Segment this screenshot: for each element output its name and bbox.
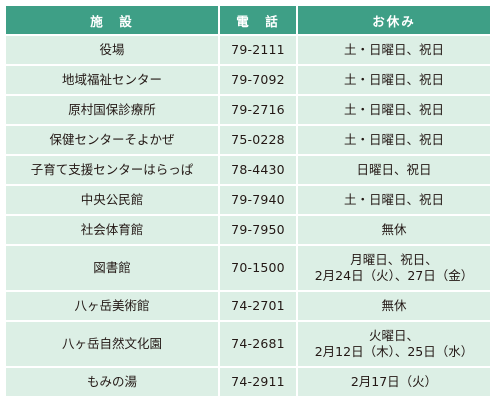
- holiday-cell: 土・日曜日、祝日: [298, 126, 490, 154]
- facility-name: 保健センターそよかぜ: [6, 126, 218, 154]
- holiday-text: 2月17日（火）: [350, 374, 438, 389]
- holiday-text: 日曜日、祝日: [356, 162, 432, 177]
- table-row: 原村国保診療所 79-2716 土・日曜日、祝日: [6, 96, 490, 124]
- holiday-text: 2月12日（木）、25日（水）: [314, 344, 474, 359]
- holiday-text: 無休: [381, 222, 407, 237]
- facility-name: 役場: [6, 36, 218, 64]
- holiday-text: 土・日曜日、祝日: [343, 72, 444, 87]
- facility-name: 八ヶ岳自然文化園: [6, 322, 218, 366]
- holiday-cell: 無休: [298, 216, 490, 244]
- holiday-cell: 火曜日、 2月12日（木）、25日（水）: [298, 322, 490, 366]
- table-row: 図書館 70-1500 月曜日、祝日、 2月24日（火）、27日（金）: [6, 246, 490, 290]
- holiday-text: 土・日曜日、祝日: [343, 192, 444, 207]
- holiday-cell: 月曜日、祝日、 2月24日（火）、27日（金）: [298, 246, 490, 290]
- header-holiday: お休み: [298, 6, 490, 34]
- facility-name: 社会体育館: [6, 216, 218, 244]
- holiday-text: 無休: [381, 298, 407, 313]
- phone-number: 79-7950: [220, 216, 296, 244]
- header-facility: 施 設: [6, 6, 218, 34]
- phone-number: 74-2911: [220, 368, 296, 396]
- holiday-cell: 日曜日、祝日: [298, 156, 490, 184]
- phone-number: 79-2111: [220, 36, 296, 64]
- table-row: 中央公民館 79-7940 土・日曜日、祝日: [6, 186, 490, 214]
- phone-number: 79-2716: [220, 96, 296, 124]
- table-row: 子育て支援センターはらっぱ 78-4430 日曜日、祝日: [6, 156, 490, 184]
- holiday-cell: 土・日曜日、祝日: [298, 96, 490, 124]
- table-header-row: 施 設 電 話 お休み: [6, 6, 490, 34]
- table-row: 保健センターそよかぜ 75-0228 土・日曜日、祝日: [6, 126, 490, 154]
- table-row: 地域福祉センター 79-7092 土・日曜日、祝日: [6, 66, 490, 94]
- holiday-cell: 土・日曜日、祝日: [298, 36, 490, 64]
- phone-number: 74-2681: [220, 322, 296, 366]
- phone-number: 70-1500: [220, 246, 296, 290]
- holiday-cell: 土・日曜日、祝日: [298, 66, 490, 94]
- table-row: 八ヶ岳自然文化園 74-2681 火曜日、 2月12日（木）、25日（水）: [6, 322, 490, 366]
- facility-table: 施 設 電 話 お休み 役場 79-2111 土・日曜日、祝日 地域福祉センター 79-…: [4, 4, 492, 398]
- facility-name: 中央公民館: [6, 186, 218, 214]
- table-row: 社会体育館 79-7950 無休: [6, 216, 490, 244]
- facility-name: 原村国保診療所: [6, 96, 218, 124]
- holiday-text: 2月24日（火）、27日（金）: [314, 268, 474, 283]
- phone-number: 74-2701: [220, 292, 296, 320]
- facility-name: 地域福祉センター: [6, 66, 218, 94]
- holiday-cell: 無休: [298, 292, 490, 320]
- holiday-cell: 2月17日（火）: [298, 368, 490, 396]
- phone-number: 79-7940: [220, 186, 296, 214]
- facility-name: 子育て支援センターはらっぱ: [6, 156, 218, 184]
- phone-number: 79-7092: [220, 66, 296, 94]
- holiday-text: 土・日曜日、祝日: [343, 42, 444, 57]
- holiday-cell: 土・日曜日、祝日: [298, 186, 490, 214]
- facility-name: もみの湯: [6, 368, 218, 396]
- table-body: 役場 79-2111 土・日曜日、祝日 地域福祉センター 79-7092 土・日曜日、祝日…: [6, 36, 490, 396]
- phone-number: 75-0228: [220, 126, 296, 154]
- table-row: もみの湯 74-2911 2月17日（火）: [6, 368, 490, 396]
- holiday-text: 月曜日、祝日、: [350, 252, 438, 267]
- table-row: 役場 79-2111 土・日曜日、祝日: [6, 36, 490, 64]
- holiday-text: 土・日曜日、祝日: [343, 132, 444, 147]
- facility-name: 図書館: [6, 246, 218, 290]
- phone-number: 78-4430: [220, 156, 296, 184]
- holiday-text: 火曜日、: [368, 328, 419, 343]
- facility-name: 八ヶ岳美術館: [6, 292, 218, 320]
- table-row: 八ヶ岳美術館 74-2701 無休: [6, 292, 490, 320]
- holiday-text: 土・日曜日、祝日: [343, 102, 444, 117]
- header-phone: 電 話: [220, 6, 296, 34]
